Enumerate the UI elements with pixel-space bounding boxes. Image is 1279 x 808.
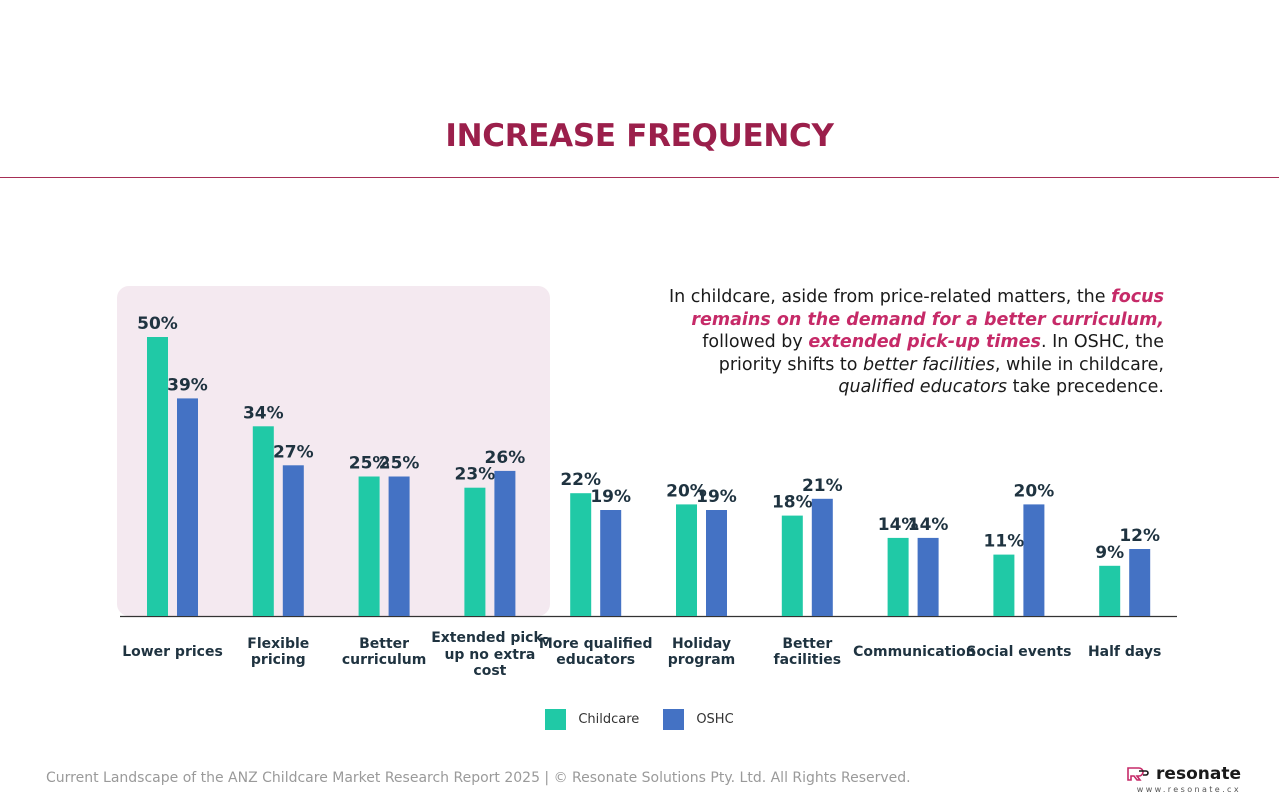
logo-url: www.resonate.cx <box>1136 785 1241 794</box>
bar-childcare-lower-prices <box>147 337 168 616</box>
data-label-oshc-better-curriculum: 25% <box>379 454 420 474</box>
category-label-half-days: Half days <box>1087 643 1162 660</box>
data-label-oshc-lower-prices: 39% <box>167 375 208 395</box>
data-label-childcare-better-curriculum: 25% <box>349 454 390 474</box>
data-label-oshc-communication: 14% <box>908 515 949 535</box>
category-label-lower-prices: Lower prices <box>122 643 223 660</box>
category-label-more-qualified-educators: More qualified educators <box>538 635 653 669</box>
bar-childcare-holiday-program <box>676 504 697 616</box>
data-label-oshc-holiday-program: 19% <box>696 487 737 507</box>
bar-oshc-half-days <box>1129 549 1151 616</box>
insight-part: followed by <box>702 332 809 352</box>
category-label-social-events: Social events <box>966 643 1072 660</box>
bar-oshc-more-qualified-educators <box>600 510 622 616</box>
data-label-childcare-more-qualified-educators: 22% <box>560 470 601 490</box>
category-label-better-curriculum: Better curriculum <box>341 635 427 669</box>
data-label-childcare-flexible-pricing: 34% <box>243 403 284 423</box>
insight-text: In childcare, aside from price-related m… <box>644 286 1164 399</box>
insight-part: In childcare, aside from price-related m… <box>668 287 1112 307</box>
resonate-logo-icon <box>1127 767 1149 781</box>
data-label-childcare-half-days: 9% <box>1095 543 1124 563</box>
data-label-oshc-flexible-pricing: 27% <box>273 442 314 462</box>
data-label-childcare-extended-pick-up-no-extra-cost: 23% <box>455 465 496 485</box>
data-label-oshc-social-events: 20% <box>1014 481 1055 501</box>
bar-oshc-better-facilities <box>811 498 833 616</box>
insight-part: , while in childcare, <box>994 354 1164 375</box>
legend-swatch-childcare <box>545 709 567 730</box>
bar-childcare-better-curriculum <box>358 476 380 616</box>
bar-childcare-flexible-pricing <box>252 426 274 616</box>
data-label-oshc-better-facilities: 21% <box>802 476 843 496</box>
logo-wordmark: resonate <box>1156 764 1241 784</box>
bar-oshc-flexible-pricing <box>282 465 304 616</box>
legend-label-oshc: OSHC <box>696 712 734 727</box>
data-label-oshc-more-qualified-educators: 19% <box>590 487 631 507</box>
data-label-childcare-social-events: 11% <box>984 532 1025 552</box>
bar-childcare-extended-pick-up-no-extra-cost <box>464 487 486 616</box>
bar-oshc-extended-pick-up-no-extra-cost <box>494 470 516 616</box>
bar-oshc-better-curriculum <box>388 476 410 616</box>
legend-item-childcare: Childcare <box>545 709 639 730</box>
title-divider <box>0 177 1279 178</box>
data-label-oshc-extended-pick-up-no-extra-cost: 26% <box>485 448 526 468</box>
legend-label-childcare: Childcare <box>578 712 640 727</box>
bar-oshc-social-events <box>1023 504 1045 616</box>
category-label-better-facilities: Better facilities <box>773 635 842 669</box>
bar-childcare-communication <box>887 537 909 616</box>
bar-oshc-communication <box>917 537 939 616</box>
data-label-childcare-communication: 14% <box>878 515 919 535</box>
resonate-logo: resonate www.resonate.cx <box>1126 764 1241 794</box>
insight-part: . In OSHC, the priority shifts to <box>718 332 1164 375</box>
legend-swatch-oshc <box>663 709 685 730</box>
bar-childcare-half-days <box>1099 565 1121 616</box>
insight-accent-focus: focus remains on the demand for a better… <box>691 287 1164 330</box>
data-label-childcare-lower-prices: 50% <box>137 314 178 334</box>
bar-oshc-holiday-program <box>706 510 727 616</box>
bar-childcare-social-events <box>993 554 1015 616</box>
footer-copyright: Current Landscape of the ANZ Childcare M… <box>46 770 911 786</box>
data-label-oshc-half-days: 12% <box>1119 526 1160 546</box>
insight-em-educators: qualified educators <box>838 377 1008 397</box>
data-label-childcare-better-facilities: 18% <box>772 493 813 513</box>
category-label-communication: Communication <box>853 643 976 660</box>
bar-oshc-lower-prices <box>177 398 198 616</box>
chart-legend: Childcare OSHC <box>0 709 1279 730</box>
category-label-holiday-program: Holiday program <box>667 635 736 669</box>
insight-part: take precedence. <box>1007 377 1164 397</box>
data-label-childcare-holiday-program: 20% <box>666 481 707 501</box>
insight-accent-pickup: extended pick-up times <box>808 332 1041 352</box>
bar-childcare-better-facilities <box>781 515 803 616</box>
legend-item-oshc: OSHC <box>663 709 734 730</box>
category-label-extended-pick-up-no-extra-cost: Extended pick-up no extra cost <box>431 630 549 679</box>
category-label-flexible-pricing: Flexible pricing <box>247 635 310 669</box>
bar-childcare-more-qualified-educators <box>570 493 592 616</box>
page-title: INCREASE FREQUENCY <box>445 118 834 154</box>
insight-em-facilities: better facilities <box>863 354 995 375</box>
